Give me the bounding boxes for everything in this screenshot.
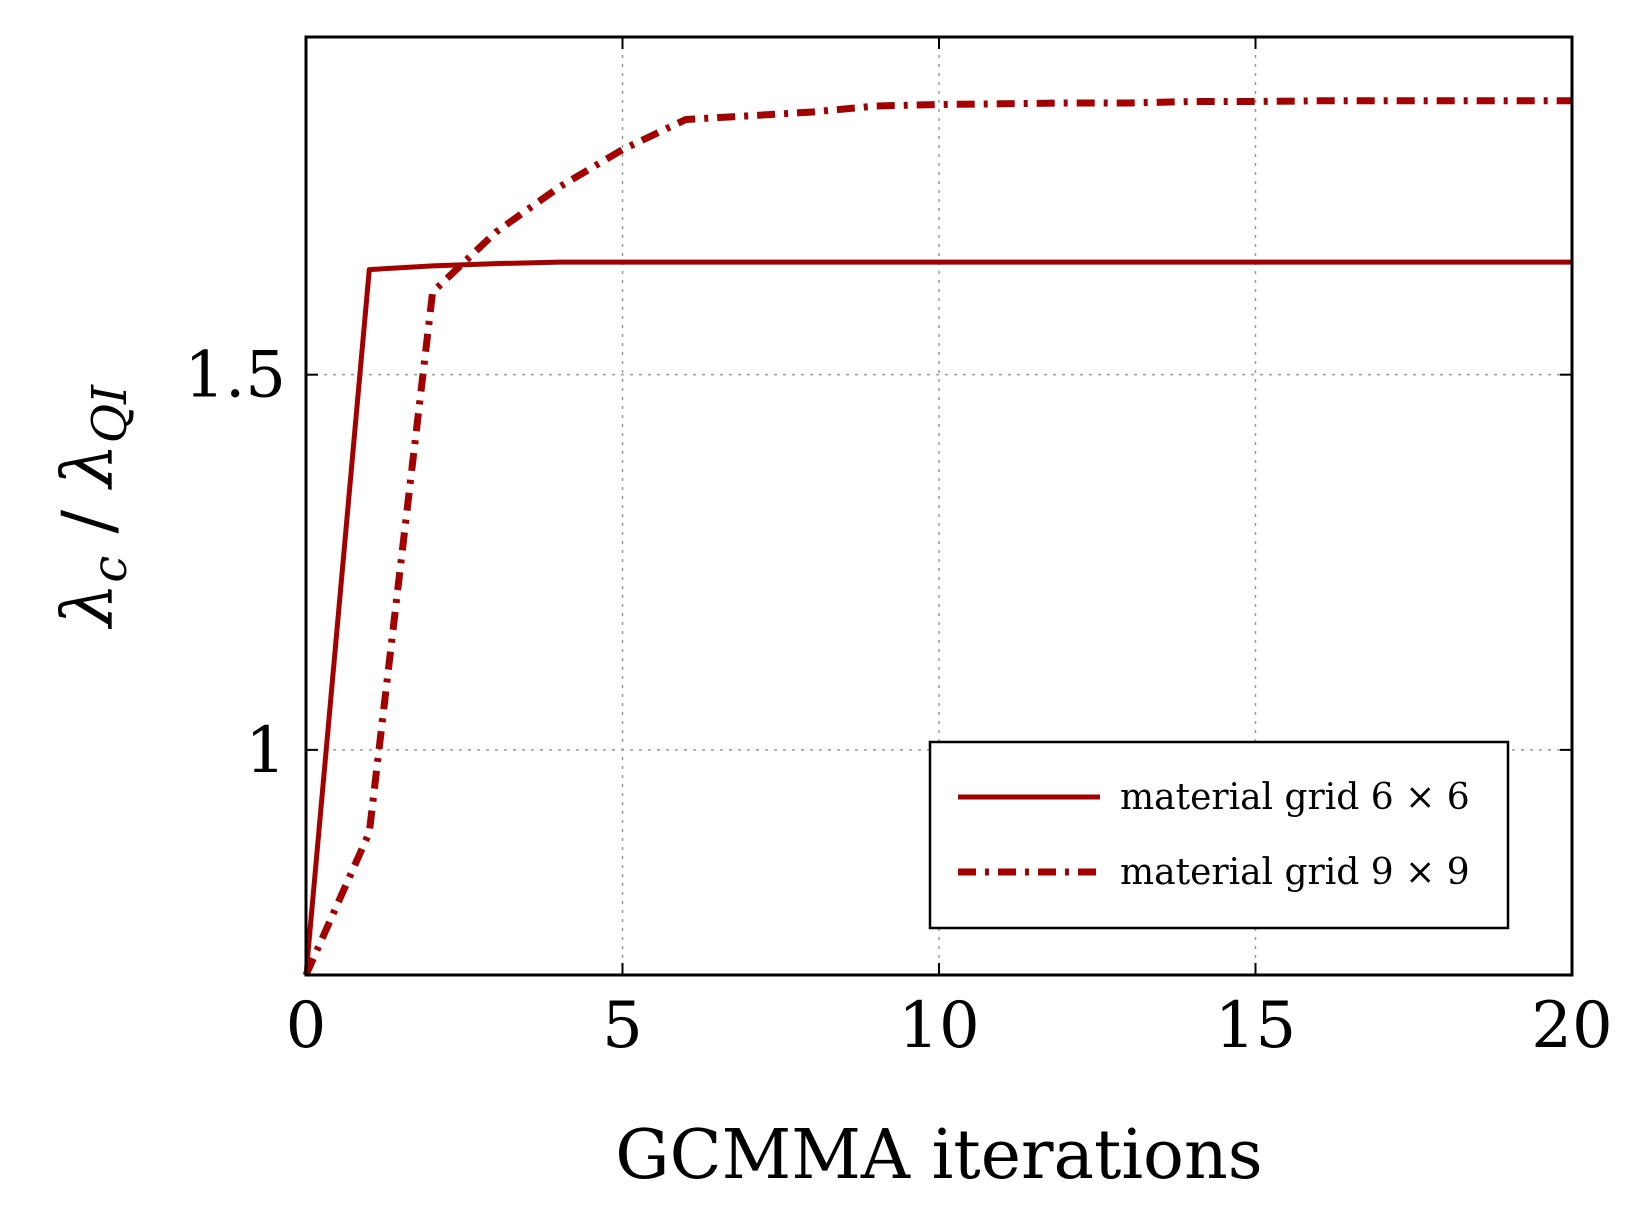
x-tick-label: 0 [286,989,327,1063]
x-axis-title: GCMMA iterations [615,1116,1262,1195]
legend-label-series-2: material grid 9 × 9 [1120,852,1470,893]
y-axis-title-sub-qi: QI [82,384,138,443]
legend-label-series-1: material grid 6 × 6 [1120,777,1470,818]
legend: material grid 6 × 6 material grid 9 × 9 [928,740,1510,930]
x-tick-label: 15 [1215,989,1296,1063]
x-tick-label: 20 [1531,989,1612,1063]
tick-layer: 0 5 10 15 20 1 1.5 [184,37,1613,1063]
y-axis-title-separator: / [47,488,129,556]
series-layer [302,97,1572,977]
x-tick-label: 5 [602,989,643,1063]
y-tick-label: 1 [245,714,286,788]
series-line-2 [302,97,1572,977]
y-tick-label: 1.5 [184,339,286,413]
legend-box [928,740,1510,930]
series-line-1 [303,259,1572,976]
y-axis-title: λc / λQI [47,384,138,630]
y-axis-title-lambda-qi: λ [47,443,129,490]
y-axis-title-lambda-c: λ [47,583,129,630]
y-axis-title-sub-c: c [82,556,138,583]
x-tick-label: 10 [898,989,979,1063]
